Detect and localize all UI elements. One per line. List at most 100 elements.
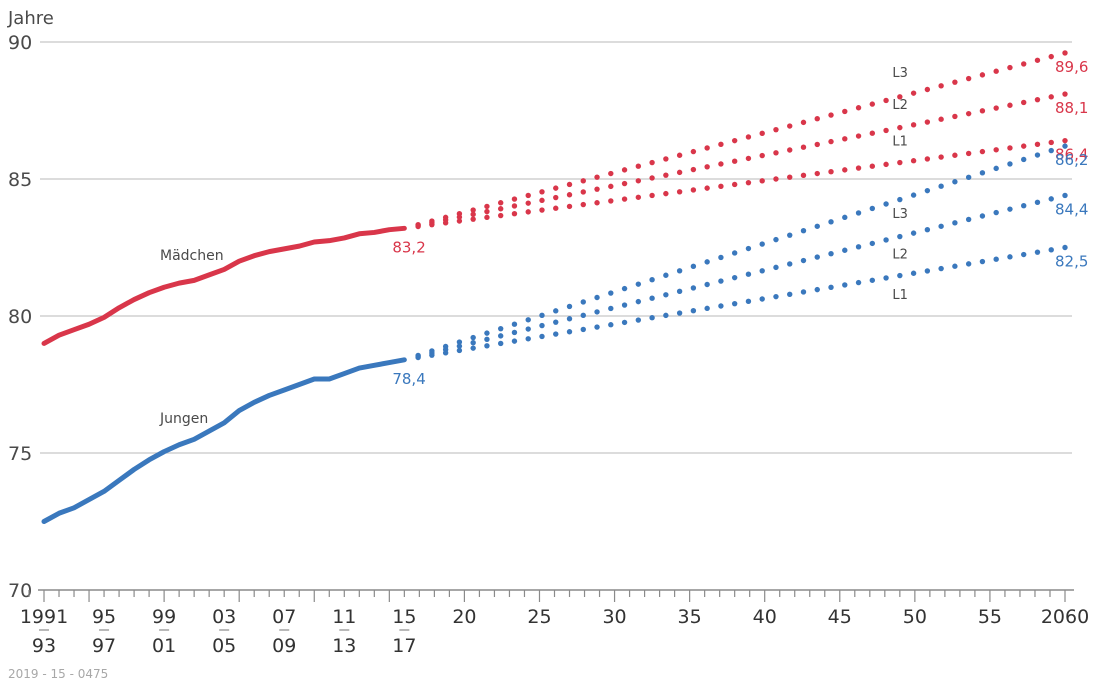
projection-dot: [525, 317, 531, 323]
projection-dot: [553, 205, 559, 211]
projection-dot: [883, 275, 889, 281]
x-tick-label: 1991: [20, 606, 68, 628]
projection-dot: [649, 175, 655, 181]
projection-dot: [511, 329, 518, 336]
projection-dot: [745, 298, 752, 305]
projection-dot: [539, 322, 545, 329]
projection-dot: [910, 158, 917, 164]
projection-dot: [580, 178, 586, 184]
projection-dot: [511, 321, 518, 327]
projection-dot: [525, 336, 531, 342]
gridlines: [40, 41, 1072, 454]
projection-dot: [580, 201, 586, 208]
projection-Jungen-L2: [415, 192, 1068, 360]
projection-dot: [690, 148, 697, 155]
projection-end-value: 86,4: [1055, 146, 1088, 164]
projection-dot: [1062, 192, 1068, 199]
projection-dot: [910, 122, 917, 128]
projection-dot: [553, 185, 559, 191]
projection-dot: [649, 315, 655, 321]
projection-dot: [731, 158, 738, 164]
projection-dot: [566, 303, 573, 310]
projection-dot: [787, 291, 793, 298]
projection-dot: [442, 350, 449, 356]
projection-dot: [470, 216, 476, 222]
projection-dot: [1062, 137, 1068, 144]
projection-dot: [1062, 244, 1068, 251]
projection-dot: [993, 105, 999, 111]
projection-dot: [1034, 96, 1041, 103]
projection-dot: [1021, 156, 1027, 163]
x-tick-label: 03: [212, 606, 236, 628]
projection-dot: [470, 345, 476, 351]
series-line-Mädchen: [41, 225, 407, 346]
projection-dot: [1021, 99, 1027, 106]
x-tick-label: 45: [828, 606, 852, 628]
projection-dot: [442, 220, 449, 226]
projection-end-value: 89,6: [1055, 58, 1088, 76]
projection-dot: [621, 302, 628, 308]
projection-dot: [470, 211, 476, 218]
projection-dot: [635, 163, 642, 169]
projection-dot: [1062, 91, 1068, 97]
projection-dot: [814, 141, 820, 148]
projection-Mädchen-L1: [415, 137, 1068, 230]
projection-dot: [566, 203, 573, 210]
projection-dot: [539, 207, 545, 213]
projection-dot: [1034, 152, 1041, 158]
projection-variant-label: L3: [892, 66, 908, 81]
projection-dot: [731, 300, 738, 307]
projection-dot: [938, 265, 944, 272]
projection-dot: [842, 247, 848, 253]
projection-dot: [759, 241, 765, 247]
projection-dot: [470, 340, 476, 346]
projection-dot: [539, 333, 545, 340]
projection-dot: [566, 192, 573, 198]
projection-dot: [869, 205, 876, 212]
projection-Mädchen-L3: [415, 50, 1068, 228]
projection-dot: [855, 244, 862, 250]
projection-dot: [608, 183, 614, 190]
projection-dot: [952, 152, 958, 158]
projection-dot: [594, 186, 600, 192]
projection-dot: [1048, 196, 1054, 202]
projection-variant-label: L2: [892, 98, 908, 113]
projection-dot: [773, 236, 779, 243]
projection-dot: [842, 108, 848, 115]
projection-dot: [773, 264, 779, 271]
projection-dot: [676, 310, 683, 316]
x-tick-label: 95: [92, 606, 116, 628]
projection-dot: [745, 179, 752, 186]
projection-dot: [704, 185, 710, 191]
projection-dot: [979, 108, 986, 114]
projection-dot: [938, 183, 944, 189]
projection-dot: [415, 354, 421, 361]
projection-dot: [580, 189, 586, 195]
projection-dot: [883, 237, 889, 243]
projection-dot: [676, 189, 683, 195]
x-tick-label: 07: [272, 606, 296, 628]
projection-dot: [1062, 143, 1068, 149]
projection-dot: [965, 261, 972, 267]
projection-dot: [497, 333, 504, 339]
x-tick-label: 25: [527, 606, 551, 628]
y-tick-label: 70: [8, 580, 32, 602]
projection-dot: [608, 290, 614, 296]
projection-dot: [635, 194, 642, 200]
y-tick-label: 75: [8, 443, 32, 465]
projection-dot: [704, 145, 710, 151]
projection-dot: [456, 214, 463, 220]
projection-dot: [842, 167, 848, 173]
projection-dot: [745, 155, 752, 162]
projection-dot: [869, 163, 876, 169]
projection-dot: [1048, 139, 1054, 146]
x-tick-label: 09: [272, 635, 296, 657]
projection-dot: [787, 261, 793, 267]
projection-dot: [855, 165, 862, 171]
projection-dot: [704, 259, 710, 265]
x-tick-label: 93: [32, 635, 56, 657]
projection-lines: [415, 50, 1068, 361]
projection-dot: [690, 285, 697, 291]
projection-dot: [814, 170, 820, 177]
projection-dot: [484, 203, 490, 210]
